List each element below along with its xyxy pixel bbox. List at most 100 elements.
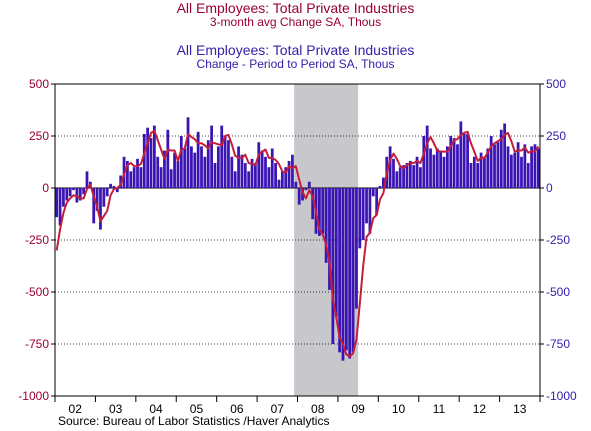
left-y-tick-label: -750: [25, 337, 49, 351]
source-note: Source: Bureau of Labor Statistics /Have…: [58, 414, 330, 428]
bar: [65, 188, 69, 201]
x-tick-label: 05: [190, 402, 204, 416]
bar: [425, 125, 429, 188]
bar: [311, 188, 315, 220]
bar: [520, 156, 523, 188]
right-y-tick-label: -500: [546, 285, 570, 299]
bar: [530, 146, 533, 188]
bar: [99, 188, 102, 230]
right-y-tick-label: -1000: [546, 389, 577, 403]
bar: [72, 188, 75, 191]
x-tick-label: 02: [69, 402, 83, 416]
bar: [365, 188, 368, 224]
bar-series-title: All Employees: Total Private Industries: [176, 42, 415, 58]
left-y-tick-label: 0: [42, 181, 49, 195]
bar: [452, 138, 456, 188]
bar: [445, 146, 449, 188]
x-tick-label: 08: [311, 402, 325, 416]
bar: [267, 167, 271, 188]
bar: [479, 152, 483, 188]
bar: [230, 156, 234, 188]
bar: [163, 150, 166, 188]
x-tick-label: 07: [271, 402, 285, 416]
bar: [223, 136, 227, 188]
bar: [243, 163, 247, 188]
bar: [220, 125, 224, 188]
bar: [392, 158, 395, 188]
bar: [355, 188, 358, 309]
bar: [206, 140, 210, 188]
bar: [338, 188, 341, 353]
x-tick-label: 06: [230, 402, 244, 416]
bar: [456, 144, 459, 188]
bar: [186, 117, 190, 188]
bar: [402, 165, 405, 188]
bar: [149, 138, 153, 188]
bar: [318, 188, 321, 236]
bar: [196, 131, 200, 188]
bar: [95, 188, 99, 211]
bar: [422, 136, 426, 188]
x-tick-label: 11: [433, 402, 446, 416]
bar: [307, 181, 311, 188]
bar: [341, 188, 345, 361]
right-y-tick-label: 250: [546, 129, 566, 143]
left-y-tick-label: -500: [25, 285, 49, 299]
bar: [85, 171, 89, 188]
bar: [348, 188, 352, 359]
bar: [173, 152, 176, 188]
bar: [102, 188, 106, 207]
bar: [284, 167, 288, 188]
bar: [274, 163, 277, 188]
bar: [321, 188, 325, 234]
bar: [109, 183, 112, 188]
bar: [368, 188, 372, 234]
bar: [169, 169, 173, 188]
bar: [146, 127, 150, 188]
bar: [260, 150, 264, 188]
x-tick-label: 04: [149, 402, 163, 416]
bar: [216, 146, 220, 188]
x-tick-label: 13: [513, 402, 527, 416]
bar: [469, 163, 473, 188]
bar: [287, 160, 291, 188]
bar: [179, 136, 183, 188]
bar: [358, 188, 362, 249]
bar: [294, 181, 298, 188]
bar: [509, 154, 513, 188]
bar: [237, 146, 240, 188]
bar: [513, 152, 517, 188]
bar: [493, 144, 496, 188]
bar: [247, 171, 251, 188]
bar: [139, 167, 143, 188]
bar: [62, 188, 65, 207]
bar: [483, 156, 486, 188]
bar: [419, 167, 422, 188]
bar: [331, 188, 335, 344]
bar: [462, 133, 466, 188]
bar: [254, 163, 257, 188]
bar: [526, 163, 530, 188]
bar: [176, 160, 180, 188]
bar: [499, 129, 503, 188]
bar: [429, 148, 432, 188]
bar: [291, 154, 294, 188]
bar: [82, 188, 86, 195]
bar: [496, 142, 500, 188]
bar: [439, 150, 443, 188]
bar: [523, 144, 527, 188]
bar: [58, 188, 62, 226]
x-tick-label: 09: [351, 402, 365, 416]
bar: [388, 146, 392, 188]
x-tick-label: 12: [473, 402, 487, 416]
bar: [277, 179, 281, 188]
bar: [395, 171, 399, 188]
bar: [297, 188, 301, 205]
bar: [412, 165, 416, 188]
bar: [378, 185, 382, 188]
bar: [193, 152, 197, 188]
bar: [129, 171, 133, 188]
bar: [210, 125, 213, 188]
bar: [351, 188, 355, 353]
